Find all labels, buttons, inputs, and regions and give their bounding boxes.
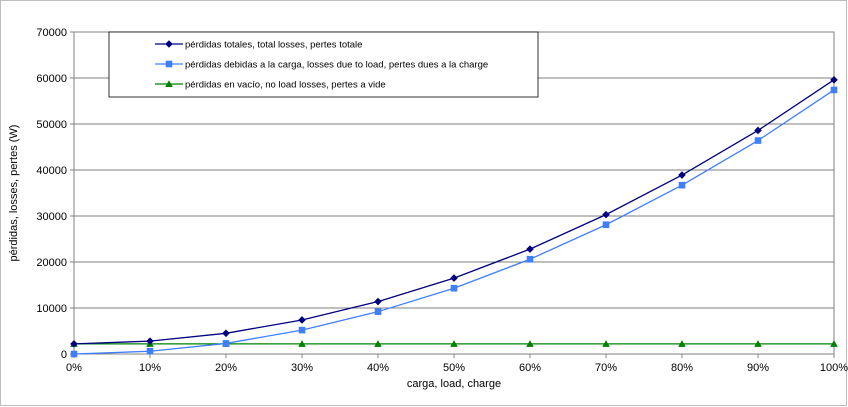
x-tick-label: 70% bbox=[595, 362, 617, 374]
x-tick-label: 30% bbox=[291, 362, 313, 374]
y-tick-label: 60000 bbox=[36, 73, 67, 85]
x-axis-label: carga, load, charge bbox=[407, 378, 501, 390]
data-point bbox=[602, 340, 610, 347]
series-line bbox=[73, 89, 835, 355]
data-point bbox=[754, 340, 762, 347]
y-tick-label: 20000 bbox=[36, 257, 67, 269]
y-tick-label: 50000 bbox=[36, 119, 67, 131]
x-tick-label: 0% bbox=[66, 362, 82, 374]
x-axis: 0% 10% 20% 30% 40% 50% 60% 70% 80% 90% 100% bbox=[66, 354, 848, 374]
data-point bbox=[222, 329, 230, 338]
legend-item: pérdidas totales, total losses, pertes t… bbox=[155, 40, 362, 51]
data-point bbox=[450, 274, 458, 282]
legend-item: pérdidas en vacío, no load losses, perte… bbox=[155, 80, 386, 91]
y-tick-label: 30000 bbox=[36, 211, 67, 223]
data-point bbox=[678, 340, 686, 347]
legend-item: pérdidas debidas a la carga, losses due … bbox=[155, 60, 488, 71]
data-point bbox=[298, 340, 306, 347]
y-tick-label: 70000 bbox=[36, 27, 67, 39]
data-point bbox=[526, 245, 534, 253]
data-point bbox=[146, 337, 154, 345]
legend-marker bbox=[165, 60, 173, 68]
x-tick-label: 90% bbox=[747, 362, 769, 374]
data-point bbox=[450, 284, 458, 292]
series-group bbox=[70, 76, 838, 358]
data-point bbox=[526, 255, 534, 263]
x-tick-label: 80% bbox=[671, 362, 693, 374]
data-point bbox=[678, 181, 686, 189]
y-axis-label: pérdidas, losses, pertes (W) bbox=[8, 125, 20, 262]
x-tick-label: 100% bbox=[820, 362, 848, 374]
data-point bbox=[602, 221, 610, 229]
data-point bbox=[754, 137, 762, 144]
x-tick-label: 20% bbox=[215, 362, 237, 374]
data-point bbox=[298, 316, 306, 324]
series-line bbox=[73, 79, 835, 345]
data-point bbox=[70, 350, 78, 358]
legend-marker bbox=[165, 80, 173, 88]
series-1 bbox=[70, 76, 838, 348]
data-point bbox=[374, 308, 382, 315]
y-tick-label: 0 bbox=[61, 349, 67, 361]
y-tick-label: 40000 bbox=[36, 165, 67, 177]
series-3 bbox=[70, 340, 838, 347]
legend-label: pérdidas en vacío, no load losses, perte… bbox=[185, 80, 386, 91]
data-point bbox=[602, 210, 610, 219]
legend-marker bbox=[165, 40, 173, 48]
data-point bbox=[526, 340, 534, 347]
legend-label: pérdidas debidas a la carga, losses due … bbox=[185, 60, 488, 71]
y-axis: 0 10000 20000 30000 40000 50000 60000 70000 bbox=[36, 27, 74, 361]
data-point bbox=[450, 340, 458, 347]
legend-label: pérdidas totales, total losses, pertes t… bbox=[185, 40, 362, 51]
data-point bbox=[830, 86, 838, 94]
x-tick-label: 40% bbox=[367, 362, 389, 374]
data-point bbox=[146, 347, 154, 355]
data-point bbox=[222, 340, 230, 347]
y-tick-label: 10000 bbox=[36, 303, 67, 315]
data-point bbox=[70, 340, 78, 348]
data-point bbox=[754, 126, 762, 135]
x-tick-label: 60% bbox=[519, 362, 541, 374]
data-point bbox=[374, 297, 382, 306]
x-tick-label: 10% bbox=[139, 362, 161, 374]
legend: pérdidas totales, total losses, pertes t… bbox=[108, 31, 539, 98]
data-point bbox=[298, 326, 306, 334]
x-tick-label: 50% bbox=[443, 362, 465, 374]
data-point bbox=[830, 76, 838, 84]
series-2 bbox=[70, 86, 838, 358]
data-point bbox=[374, 340, 382, 347]
data-point bbox=[678, 171, 686, 179]
data-point bbox=[830, 340, 838, 347]
